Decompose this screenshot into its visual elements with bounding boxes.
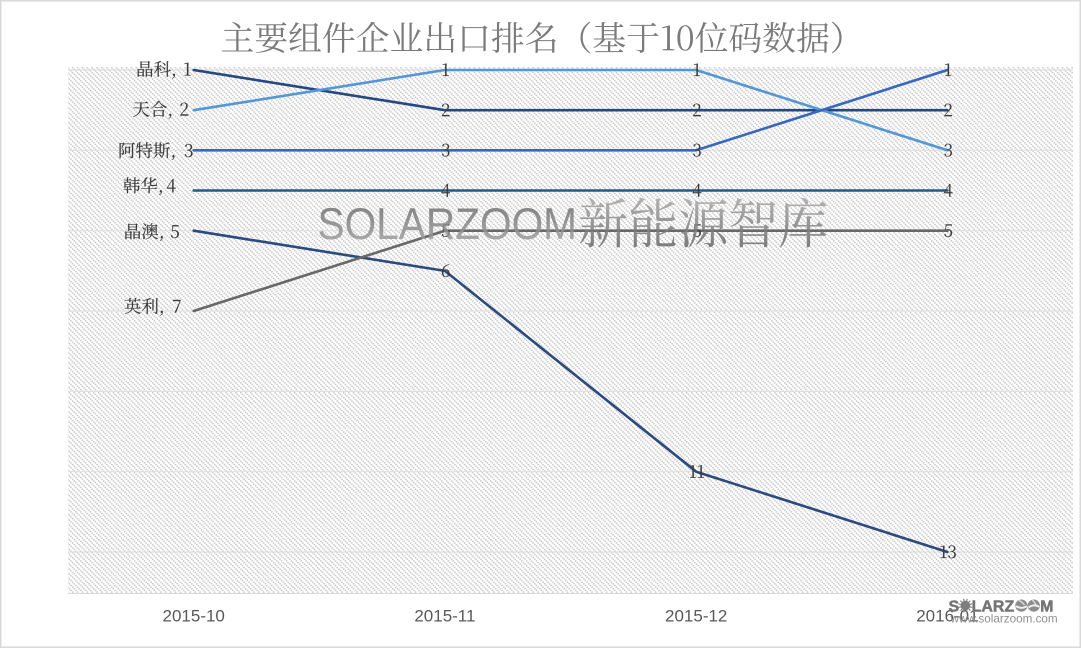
svg-text:LARZ: LARZ <box>972 599 1015 616</box>
svg-text:2015-11: 2015-11 <box>414 607 475 626</box>
svg-text:2015-10: 2015-10 <box>163 607 225 626</box>
svg-text:www.solarzoom.com: www.solarzoom.com <box>950 613 1058 626</box>
svg-text:2016-01: 2016-01 <box>916 607 978 626</box>
svg-text:2015-12: 2015-12 <box>665 607 727 626</box>
svg-text:S: S <box>949 599 960 616</box>
svg-text:SOLARZOOM: SOLARZOOM <box>318 200 578 249</box>
svg-text:M: M <box>1040 599 1053 616</box>
